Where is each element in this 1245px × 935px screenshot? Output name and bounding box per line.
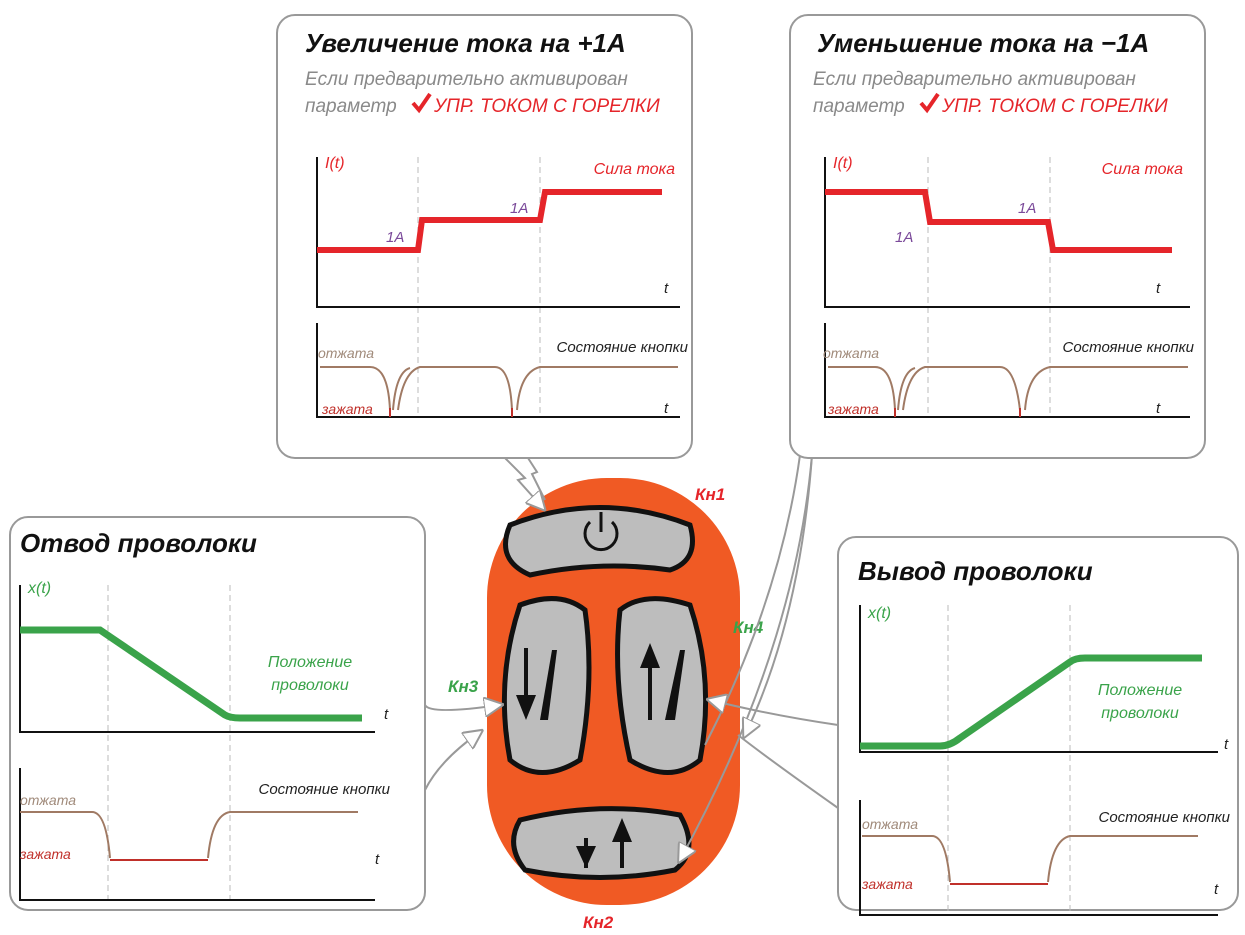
title: Увеличение тока на +1А bbox=[305, 28, 626, 58]
released-label: отжата bbox=[20, 792, 76, 808]
step-label: 1A bbox=[895, 229, 913, 246]
step-label: 1A bbox=[510, 200, 528, 217]
title: Уменьшение тока на −1А bbox=[817, 28, 1149, 58]
axis-label: t bbox=[1214, 881, 1219, 898]
note: Если предварительно активирован bbox=[813, 69, 1136, 90]
axis-label: I(t) bbox=[325, 155, 345, 172]
curve-label: Сила тока bbox=[594, 161, 675, 178]
axis-label: t bbox=[1224, 736, 1229, 753]
chart-current-down bbox=[824, 157, 1190, 418]
axis-label: t bbox=[664, 280, 669, 297]
pressed-label: зажата bbox=[861, 876, 913, 892]
param: УПР. ТОКОМ С ГОРЕЛКИ bbox=[433, 96, 660, 117]
label-b3: Кн3 bbox=[448, 677, 479, 696]
button-both[interactable] bbox=[511, 806, 692, 880]
pressed-label: зажата bbox=[827, 401, 879, 417]
panel-current-up bbox=[276, 14, 693, 459]
note: параметр bbox=[305, 96, 397, 117]
button-feed[interactable] bbox=[615, 596, 709, 775]
note: Если предварительно активирован bbox=[305, 69, 628, 90]
axis-label: x(t) bbox=[867, 605, 891, 622]
remote bbox=[487, 478, 740, 905]
axis-label: x(t) bbox=[27, 580, 51, 597]
released-label: отжата bbox=[318, 345, 374, 361]
axis-label: t bbox=[1156, 280, 1161, 297]
state-label: Состояние кнопки bbox=[1099, 809, 1231, 826]
axis-label: t bbox=[1156, 400, 1161, 417]
state-label: Состояние кнопки bbox=[557, 339, 689, 356]
pressed-label: зажата bbox=[321, 401, 373, 417]
connectors bbox=[424, 454, 839, 860]
axis-label: t bbox=[664, 400, 669, 417]
curve-label: Положение bbox=[268, 654, 352, 671]
curve-label: Положение bbox=[1098, 682, 1182, 699]
param: УПР. ТОКОМ С ГОРЕЛКИ bbox=[941, 96, 1168, 117]
axis-label: t bbox=[384, 706, 389, 723]
check-icon bbox=[919, 92, 940, 114]
button-power[interactable] bbox=[503, 505, 695, 578]
panel-current-down bbox=[789, 14, 1206, 459]
curve-label: проволоки bbox=[1101, 705, 1179, 722]
step-label: 1A bbox=[386, 229, 404, 246]
axis-label: I(t) bbox=[833, 155, 853, 172]
title: Отвод проволоки bbox=[20, 528, 257, 558]
step-label: 1A bbox=[1018, 200, 1036, 217]
label-b1: Кн1 bbox=[695, 485, 725, 504]
chart-wire-feed bbox=[859, 605, 1218, 916]
check-icon bbox=[411, 92, 432, 114]
chart-wire-retract bbox=[19, 585, 375, 901]
state-label: Состояние кнопки bbox=[1063, 339, 1195, 356]
axis-label: t bbox=[375, 851, 380, 868]
released-label: отжата bbox=[823, 345, 879, 361]
pressed-label: зажата bbox=[19, 846, 71, 862]
state-label: Состояние кнопки bbox=[259, 781, 391, 798]
released-label: отжата bbox=[862, 816, 918, 832]
chart-current-up bbox=[316, 157, 680, 418]
panel-wire-feed bbox=[837, 536, 1239, 911]
curve-label: проволоки bbox=[271, 677, 349, 694]
note: параметр bbox=[813, 96, 905, 117]
title: Вывод проволоки bbox=[858, 556, 1093, 586]
curve-label: Сила тока bbox=[1102, 161, 1183, 178]
label-b2: Кн2 bbox=[583, 913, 614, 932]
